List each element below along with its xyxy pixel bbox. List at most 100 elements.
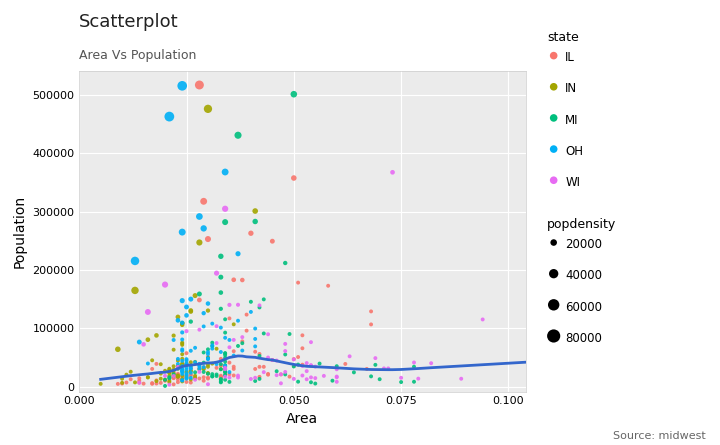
Point xyxy=(275,371,287,378)
Point xyxy=(181,378,192,385)
Point xyxy=(198,310,210,317)
Point xyxy=(146,380,158,387)
Point xyxy=(233,301,244,308)
Point xyxy=(207,360,218,367)
Point xyxy=(279,351,291,358)
Point xyxy=(331,378,343,385)
Point xyxy=(202,346,214,353)
Point xyxy=(95,380,107,388)
Point xyxy=(198,359,210,366)
Point xyxy=(202,355,214,362)
Point xyxy=(181,364,192,371)
Point xyxy=(150,332,162,339)
Point xyxy=(168,372,179,379)
Point xyxy=(240,311,253,318)
Point xyxy=(207,342,218,349)
Point xyxy=(150,380,162,387)
Point xyxy=(233,342,244,349)
Point xyxy=(159,377,171,384)
Point xyxy=(198,377,210,384)
Point xyxy=(150,377,162,384)
Point xyxy=(548,146,559,153)
Point xyxy=(211,360,222,368)
Point xyxy=(275,371,287,378)
Point xyxy=(310,375,321,382)
Point xyxy=(168,374,179,381)
Point xyxy=(202,354,214,361)
Point xyxy=(176,341,188,348)
Point xyxy=(215,376,227,384)
Point xyxy=(220,368,231,375)
Point xyxy=(215,372,227,379)
Point xyxy=(548,270,559,277)
Point xyxy=(185,347,197,354)
Point xyxy=(163,379,175,386)
Point xyxy=(237,347,248,354)
Point xyxy=(215,289,227,296)
Point xyxy=(215,305,227,312)
Point xyxy=(172,363,184,370)
Point xyxy=(292,378,304,385)
Point xyxy=(168,366,179,373)
Point xyxy=(233,250,244,257)
Point xyxy=(172,376,184,383)
Point xyxy=(181,372,192,379)
Point xyxy=(314,360,325,367)
Point xyxy=(220,369,231,376)
Point xyxy=(168,363,179,370)
Point xyxy=(185,376,197,383)
Point xyxy=(176,365,188,372)
Point xyxy=(288,91,300,98)
Point xyxy=(185,368,197,375)
Point xyxy=(172,372,184,379)
Point xyxy=(159,382,171,389)
Point xyxy=(163,367,175,374)
Point xyxy=(220,363,231,370)
Point xyxy=(249,377,261,384)
Point xyxy=(163,368,175,375)
Point xyxy=(176,361,188,368)
Point xyxy=(198,364,210,371)
Point xyxy=(198,374,210,381)
Point xyxy=(228,321,240,328)
Point xyxy=(121,379,132,386)
Point xyxy=(198,364,210,371)
Point xyxy=(284,331,295,338)
Point xyxy=(172,365,184,372)
Point xyxy=(262,371,274,378)
Text: state: state xyxy=(547,31,579,44)
Point xyxy=(249,374,261,381)
Point xyxy=(189,358,201,365)
Point xyxy=(266,356,278,364)
Point xyxy=(279,340,291,348)
Point xyxy=(292,279,304,286)
Point xyxy=(176,339,188,346)
Point xyxy=(163,366,175,373)
Point xyxy=(185,371,197,378)
Point xyxy=(249,325,261,332)
Point xyxy=(215,362,227,369)
Point xyxy=(163,381,175,388)
Point xyxy=(220,358,231,365)
Point xyxy=(172,374,184,381)
Point xyxy=(253,350,265,357)
Text: MI: MI xyxy=(565,113,579,127)
Point xyxy=(142,373,153,380)
Point xyxy=(189,48,201,55)
Point xyxy=(168,371,179,378)
Point xyxy=(220,363,231,370)
Point xyxy=(215,366,227,373)
Point xyxy=(207,339,218,346)
Point xyxy=(163,113,175,120)
Y-axis label: Population: Population xyxy=(13,195,27,268)
Point xyxy=(426,360,437,367)
Point xyxy=(181,350,192,357)
Point xyxy=(202,353,214,360)
Point xyxy=(253,373,265,380)
Point xyxy=(297,345,308,352)
Point xyxy=(176,346,188,353)
Point xyxy=(245,298,256,305)
Point xyxy=(125,368,137,375)
Point xyxy=(159,377,171,384)
Point xyxy=(176,360,188,367)
